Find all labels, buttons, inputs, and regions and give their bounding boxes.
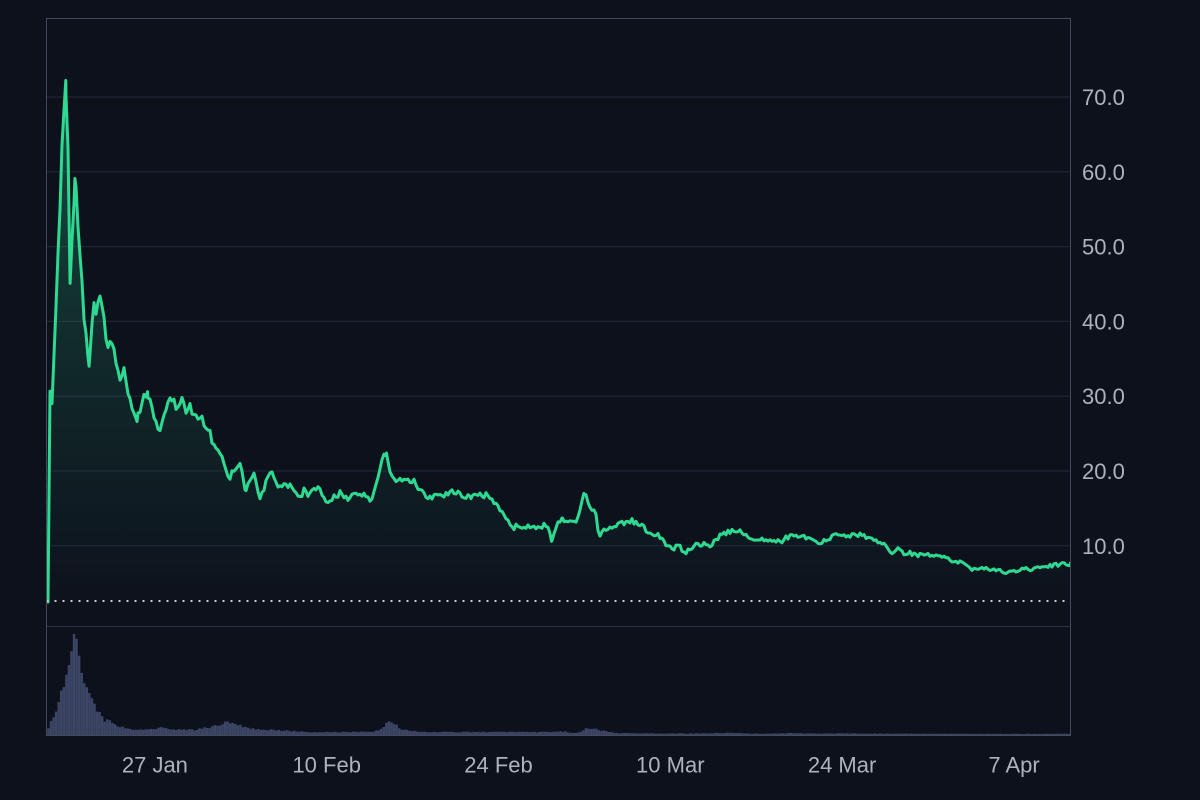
svg-text:24 Mar: 24 Mar	[808, 753, 876, 778]
svg-text:60.0: 60.0	[1082, 160, 1125, 185]
svg-text:40.0: 40.0	[1082, 309, 1125, 334]
svg-text:70.0: 70.0	[1082, 85, 1125, 110]
svg-text:30.0: 30.0	[1082, 384, 1125, 409]
svg-text:27 Jan: 27 Jan	[122, 753, 188, 778]
svg-text:50.0: 50.0	[1082, 235, 1125, 260]
svg-text:24 Feb: 24 Feb	[464, 753, 533, 778]
svg-text:10 Feb: 10 Feb	[292, 753, 361, 778]
svg-text:10 Mar: 10 Mar	[636, 753, 704, 778]
svg-text:7 Apr: 7 Apr	[988, 753, 1039, 778]
svg-text:10.0: 10.0	[1082, 534, 1125, 559]
svg-text:20.0: 20.0	[1082, 459, 1125, 484]
